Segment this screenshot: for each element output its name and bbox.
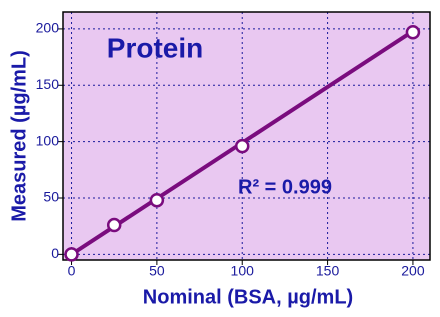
y-tick-label: 0: [51, 245, 59, 261]
y-tick-label: 50: [43, 189, 59, 205]
y-tick-label: 150: [36, 76, 60, 92]
y-tick-label: 200: [36, 20, 60, 36]
x-axis-title: Nominal (BSA, µg/mL): [143, 286, 353, 308]
annotation: R² = 0.999: [238, 176, 332, 198]
x-tick-label: 150: [316, 263, 340, 279]
y-axis-title: Measured (µg/mL): [8, 50, 30, 222]
y-tick-label: 100: [36, 132, 60, 148]
plot-frame: [62, 11, 431, 261]
data-point: [234, 138, 250, 154]
data-point: [106, 217, 122, 233]
x-tick-label: 200: [401, 263, 425, 279]
x-tick-label: 0: [68, 263, 76, 279]
data-point: [405, 25, 421, 40]
chart-title: Protein: [107, 32, 203, 63]
x-tick-label: 100: [231, 263, 255, 279]
data-point: [149, 193, 165, 208]
x-tick-label: 50: [149, 263, 165, 279]
data-point: [64, 247, 79, 262]
